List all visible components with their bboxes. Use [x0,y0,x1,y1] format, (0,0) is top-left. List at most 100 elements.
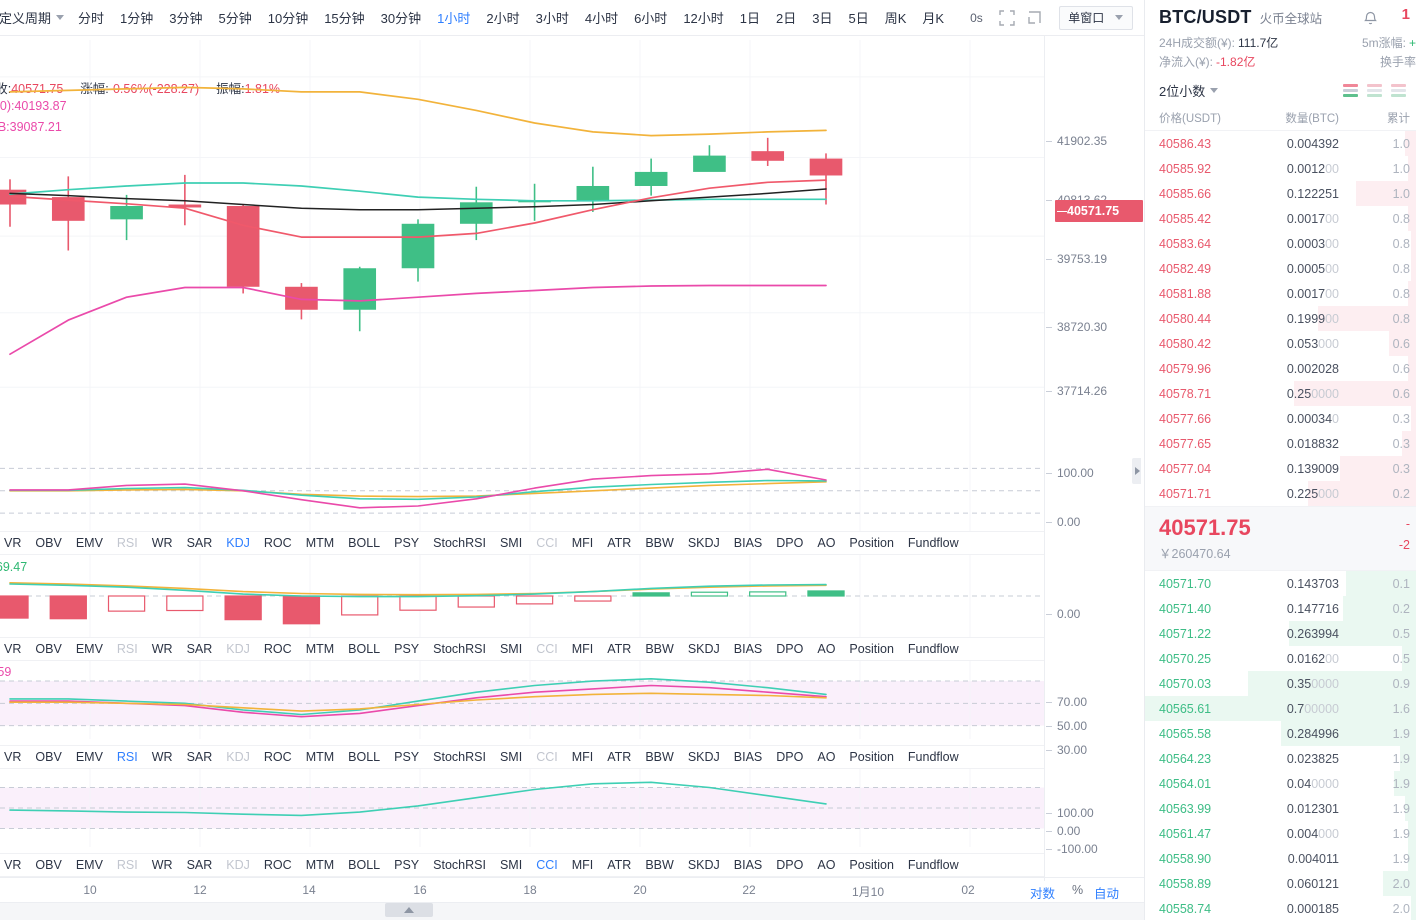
bid-row[interactable]: 40564.01 0.040000 1.9 [1145,771,1416,796]
indicator-tab-smi[interactable]: SMI [499,858,523,872]
indicator-tab-stochrsi[interactable]: StochRSI [433,858,486,872]
indicator-tab-mfi[interactable]: MFI [571,750,594,764]
period-2日[interactable]: 2日 [776,11,797,26]
ask-row[interactable]: 40571.71 0.225000 0.2 [1145,481,1416,506]
period-2小时[interactable]: 2小时 [486,11,520,26]
bid-row[interactable]: 40570.03 0.350000 0.9 [1145,671,1416,696]
depth-bids-icon[interactable] [1391,84,1406,97]
ask-row[interactable]: 40579.96 0.002028 0.6 [1145,356,1416,381]
indicator-tab-wr[interactable]: WR [151,642,173,656]
indicator-tab-boll[interactable]: BOLL [348,536,381,550]
indicator-tab-atr[interactable]: ATR [607,642,632,656]
indicator-tab-vr[interactable]: VR [4,858,22,872]
period-月K[interactable]: 月K [922,11,945,26]
bid-row[interactable]: 40561.47 0.004000 1.9 [1145,821,1416,846]
indicator-tab-position[interactable]: Position [849,536,894,550]
indicator-tab-psy[interactable]: PSY [394,858,420,872]
alert-count-badge[interactable]: 1 [1401,6,1410,23]
indicator-tab-emv[interactable]: EMV [75,858,103,872]
indicator-tab-fundflow[interactable]: Fundflow [907,858,959,872]
indicator-tabs-macd[interactable]: RVROBVEMVRSIWRSARKDJROCMTMBOLLPSYStochRS… [0,637,1044,661]
indicator-tab-dpo[interactable]: DPO [776,642,804,656]
indicator-tab-ao[interactable]: AO [817,642,836,656]
indicator-tab-mtm[interactable]: MTM [305,858,335,872]
bid-row[interactable]: 40571.40 0.147716 0.2 [1145,596,1416,621]
period-5日[interactable]: 5日 [848,11,869,26]
indicator-tab-smi[interactable]: SMI [499,642,523,656]
indicator-tab-obv[interactable]: OBV [35,642,62,656]
indicator-tab-mfi[interactable]: MFI [571,642,594,656]
indicator-tab-ao[interactable]: AO [817,858,836,872]
period-5分钟[interactable]: 5分钟 [218,11,252,26]
ask-row[interactable]: 40577.65 0.018832 0.3 [1145,431,1416,456]
indicator-tab-dpo[interactable]: DPO [776,536,804,550]
indicator-tab-boll[interactable]: BOLL [348,642,381,656]
period-15分钟[interactable]: 15分钟 [324,11,365,26]
indicator-tab-wr[interactable]: WR [151,750,173,764]
indicator-tab-sar[interactable]: SAR [186,536,213,550]
fullscreen-icon[interactable] [998,9,1016,27]
indicator-tabs-cci[interactable]: RVROBVEMVRSIWRSARKDJROCMTMBOLLPSYStochRS… [0,853,1044,877]
indicator-tab-kdj[interactable]: KDJ [226,536,250,550]
indicator-tab-bbw[interactable]: BBW [645,858,674,872]
period-1日[interactable]: 1日 [739,11,761,26]
main-price-plot[interactable] [0,40,1044,455]
indicator-tab-kdj[interactable]: KDJ [226,642,250,656]
indicator-tab-bias[interactable]: BIAS [733,642,763,656]
indicator-tab-emv[interactable]: EMV [75,642,103,656]
rsi-plot[interactable] [0,661,1044,739]
indicator-tab-skdj[interactable]: SKDJ [687,750,720,764]
bid-row[interactable]: 40571.70 0.143703 0.1 [1145,571,1416,596]
refresh-interval-label[interactable]: 0s [970,10,983,25]
indicator-tab-obv[interactable]: OBV [35,858,62,872]
indicator-tabs-rsi[interactable]: RVROBVEMVRSIWRSARKDJROCMTMBOLLPSYStochRS… [0,745,1044,769]
ask-row[interactable]: 40578.71 0.250000 0.6 [1145,381,1416,406]
indicator-tab-stochrsi[interactable]: StochRSI [433,750,486,764]
ask-row[interactable]: 40577.04 0.139009 0.3 [1145,456,1416,481]
bid-row[interactable]: 40565.61 0.700000 1.6 [1145,696,1416,721]
indicator-tab-wr[interactable]: WR [151,858,173,872]
indicator-tab-rsi[interactable]: RSI [116,858,138,872]
indicator-tab-emv[interactable]: EMV [75,750,103,764]
depth-both-icon[interactable] [1343,84,1358,97]
indicator-tab-position[interactable]: Position [849,750,894,764]
indicator-tab-ao[interactable]: AO [817,536,836,550]
indicator-tab-dpo[interactable]: DPO [776,750,804,764]
depth-asks-icon[interactable] [1367,84,1382,97]
indicator-tab-position[interactable]: Position [849,858,894,872]
indicator-tab-roc[interactable]: ROC [263,858,292,872]
period-6小时[interactable]: 6小时 [634,11,668,26]
log-scale-toggle[interactable]: 对数 [1030,887,1056,901]
bid-row[interactable]: 40558.90 0.004011 1.9 [1145,846,1416,871]
indicator-tab-vr[interactable]: VR [4,642,22,656]
indicator-tab-kdj[interactable]: KDJ [226,858,250,872]
indicator-tab-boll[interactable]: BOLL [348,750,381,764]
indicator-tab-cci[interactable]: CCI [536,750,558,764]
bell-icon[interactable] [1363,10,1378,31]
indicator-tab-bbw[interactable]: BBW [645,642,674,656]
period-3分钟[interactable]: 3分钟 [169,11,203,26]
indicator-tab-skdj[interactable]: SKDJ [687,858,720,872]
indicator-tab-bbw[interactable]: BBW [645,536,674,550]
ask-row[interactable]: 40577.66 0.000340 0.3 [1145,406,1416,431]
ask-row[interactable]: 40581.88 0.001700 0.8 [1145,281,1416,306]
ask-row[interactable]: 40583.64 0.000300 0.8 [1145,231,1416,256]
indicator-tab-bias[interactable]: BIAS [733,750,763,764]
ask-row[interactable]: 40585.92 0.001200 1.0 [1145,156,1416,181]
ask-row[interactable]: 40585.66 0.122251 1.0 [1145,181,1416,206]
indicator-tab-mtm[interactable]: MTM [305,750,335,764]
snapshot-icon[interactable] [1026,9,1044,27]
period-3日[interactable]: 3日 [812,11,833,26]
macd-plot[interactable] [0,555,1044,637]
indicator-tab-dpo[interactable]: DPO [776,858,804,872]
indicator-tab-obv[interactable]: OBV [35,750,62,764]
percent-scale-toggle[interactable]: % [1072,883,1084,897]
auto-scale-toggle[interactable]: 自动 [1094,887,1120,901]
indicator-tab-obv[interactable]: OBV [35,536,62,550]
indicator-tab-skdj[interactable]: SKDJ [687,642,720,656]
decimal-precision-select[interactable]: 2位小数 [1159,81,1219,100]
bid-row[interactable]: 40558.74 0.000185 2.0 [1145,896,1416,920]
indicator-tab-mfi[interactable]: MFI [571,858,594,872]
window-mode-select[interactable]: 单窗口 [1058,5,1133,30]
indicator-tab-fundflow[interactable]: Fundflow [907,536,959,550]
